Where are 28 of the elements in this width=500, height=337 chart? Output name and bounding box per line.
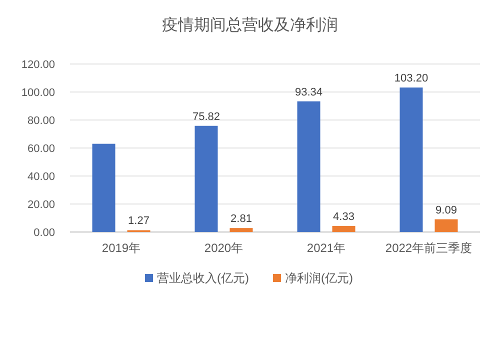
y-tick-label: 60.00 [27,143,55,155]
legend-label: 营业总收入(亿元) [157,271,249,285]
y-tick-label: 100.00 [21,87,55,99]
y-tick-label: 20.00 [27,199,55,211]
bar [92,144,116,232]
y-tick-label: 120.00 [21,59,55,71]
data-label: 93.34 [294,86,323,98]
bar [434,219,458,232]
data-label: 2.81 [230,213,252,226]
data-label: 1.27 [128,215,150,228]
y-tick-label: 40.00 [27,171,55,183]
x-tick-label: 2021年 [306,241,346,255]
data-label: 9.09 [436,204,457,216]
chart-title: 疫情期间总营收及净利润 [162,16,338,34]
bar [400,88,423,232]
bar [297,101,320,232]
bar [332,226,356,232]
x-tick-label: 2020年 [204,241,244,255]
y-tick-label: 80.00 [27,115,55,127]
data-label: 103.20 [394,72,428,85]
x-tick-label: 2019年 [102,241,141,255]
legend-label: 净利润(亿元) [285,271,353,285]
bar [194,126,218,232]
y-tick-label: 0.00 [34,227,55,239]
data-label: 75.82 [192,110,220,123]
bar [230,228,253,232]
data-label: 4.33 [333,210,354,223]
x-tick-label: 2022年前三季度 [385,241,472,255]
